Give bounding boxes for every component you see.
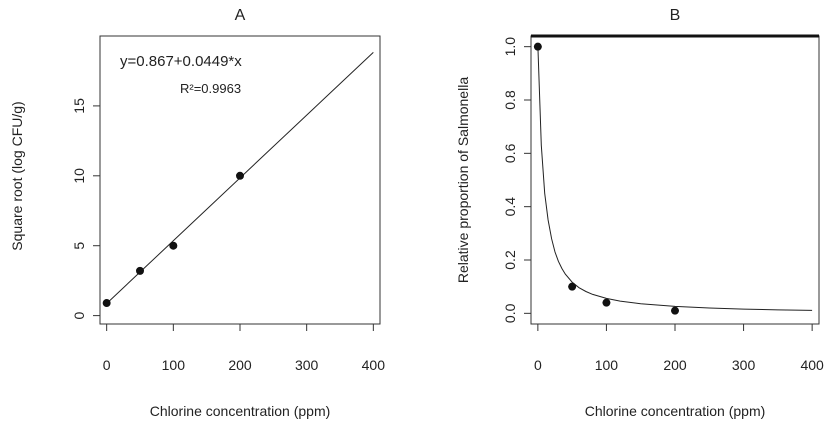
panel-title: B [670, 7, 681, 24]
y-tick-label: 5 [71, 242, 87, 250]
data-point [236, 171, 244, 180]
y-tick-label: 0.2 [502, 250, 518, 270]
y-tick-label: 0.4 [502, 197, 518, 217]
y-tick-label: 10 [71, 168, 87, 184]
x-tick-label: 400 [362, 357, 386, 373]
y-tick-label: 15 [71, 98, 87, 114]
x-axis-label: Chlorine concentration (ppm) [585, 403, 766, 419]
data-point [671, 306, 679, 315]
x-tick-label: 200 [663, 357, 687, 373]
x-tick-label: 200 [228, 357, 252, 373]
x-tick-label: 0 [103, 357, 111, 373]
x-tick-label: 300 [295, 357, 319, 373]
y-axis-label: Square root (log CFU/g) [9, 101, 25, 250]
x-tick-label: 400 [800, 357, 824, 373]
x-tick-label: 100 [162, 357, 186, 373]
x-tick-label: 300 [732, 357, 756, 373]
y-tick-label: 0.8 [502, 90, 518, 110]
data-point [136, 266, 144, 275]
data-point [568, 282, 577, 291]
y-axis-label: Relative proportion of Salmonella [455, 77, 471, 283]
x-tick-label: 0 [534, 357, 542, 373]
fit-curve [537, 46, 813, 311]
data-point [169, 241, 178, 250]
y-tick-label: 1.0 [502, 37, 518, 57]
data-point [102, 299, 111, 308]
r2-annotation: R²=0.9963 [180, 81, 241, 96]
data-point [602, 298, 611, 307]
panel-title: A [235, 7, 246, 24]
y-tick-label: 0.0 [502, 303, 518, 323]
x-tick-label: 100 [595, 357, 619, 373]
y-tick-label: 0.6 [502, 143, 518, 163]
y-tick-label: 0 [71, 312, 87, 320]
plot-frame [99, 35, 381, 325]
plot-frame [530, 35, 820, 325]
equation-annotation: y=0.867+0.0449*x [120, 53, 242, 70]
data-point [533, 42, 542, 51]
x-axis-label: Chlorine concentration (ppm) [150, 403, 331, 419]
